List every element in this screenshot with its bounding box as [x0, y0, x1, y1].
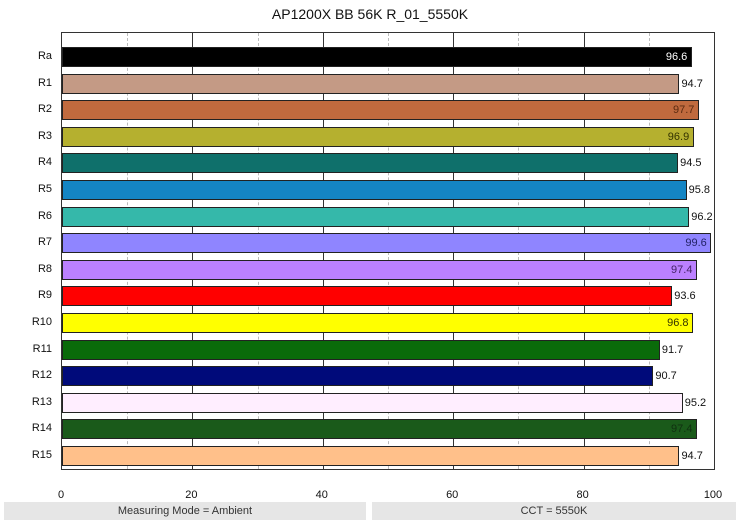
- value-label: 97.7: [673, 104, 695, 117]
- category-label: R8: [37, 262, 52, 275]
- bar-r4: [62, 153, 679, 174]
- bar-r9: [62, 286, 673, 307]
- measuring-mode-label: Measuring Mode = Ambient: [4, 502, 366, 520]
- category-label: R10: [31, 316, 52, 328]
- value-label: 96.6: [665, 51, 688, 63]
- value-label: 93.6: [674, 290, 696, 303]
- x-tick-label: 40: [315, 489, 328, 501]
- value-label: 95.8: [688, 184, 711, 196]
- category-label: R7: [37, 236, 52, 249]
- bar-r11: [62, 339, 660, 360]
- x-tick-label: 20: [185, 489, 198, 501]
- value-label: 97.4: [671, 263, 693, 276]
- bar-r5: [62, 180, 687, 200]
- bar-r14: [62, 419, 698, 440]
- value-label: 99.6: [685, 237, 707, 250]
- bar-r6: [62, 206, 690, 227]
- value-label: 90.7: [655, 370, 677, 383]
- x-tick-label: 80: [576, 489, 589, 501]
- category-label: R15: [31, 449, 52, 461]
- category-label: R12: [31, 369, 52, 382]
- value-label: 94.7: [681, 77, 703, 90]
- bar-r8: [62, 259, 698, 280]
- bar-r12: [62, 366, 654, 387]
- category-label: R11: [32, 342, 52, 355]
- value-label: 95.2: [684, 396, 707, 409]
- plot-area: 96.6 94.7 97.7 96.9 94.5 95.8 96.2 99.6 97.4 93.6…: [61, 32, 715, 470]
- x-tick-label: 100: [703, 489, 723, 501]
- value-label: 97.4: [671, 423, 693, 436]
- category-label: R14: [31, 422, 52, 435]
- category-label: R4: [37, 156, 52, 169]
- bar-r3: [62, 126, 694, 147]
- category-label: R3: [37, 129, 52, 142]
- category-label: Ra: [37, 50, 52, 62]
- bar-r7: [62, 233, 712, 254]
- cct-label: CCT = 5550K: [372, 502, 736, 520]
- bar-r2: [62, 100, 699, 121]
- value-label: 96.9: [667, 130, 690, 143]
- x-tick-label: 0: [57, 489, 65, 501]
- category-label: R9: [37, 289, 52, 302]
- category-label: R13: [31, 395, 52, 408]
- category-label: R2: [37, 103, 52, 116]
- value-label: 96.2: [691, 210, 713, 223]
- category-label: R1: [37, 76, 52, 89]
- value-label: 94.5: [680, 157, 702, 170]
- bar-ra: [62, 47, 692, 67]
- value-label: 91.7: [661, 343, 684, 356]
- bar-r15: [62, 446, 680, 466]
- bar-r10: [62, 313, 694, 333]
- x-tick-label: 60: [446, 489, 459, 501]
- bar-r1: [62, 73, 680, 94]
- bar-r13: [62, 392, 683, 413]
- category-label: R6: [37, 209, 52, 222]
- category-label: R5: [37, 183, 52, 195]
- value-label: 96.8: [667, 317, 689, 329]
- value-label: 94.7: [681, 450, 703, 462]
- chart-title: AP1200X BB 56K R_01_5550K: [271, 6, 469, 22]
